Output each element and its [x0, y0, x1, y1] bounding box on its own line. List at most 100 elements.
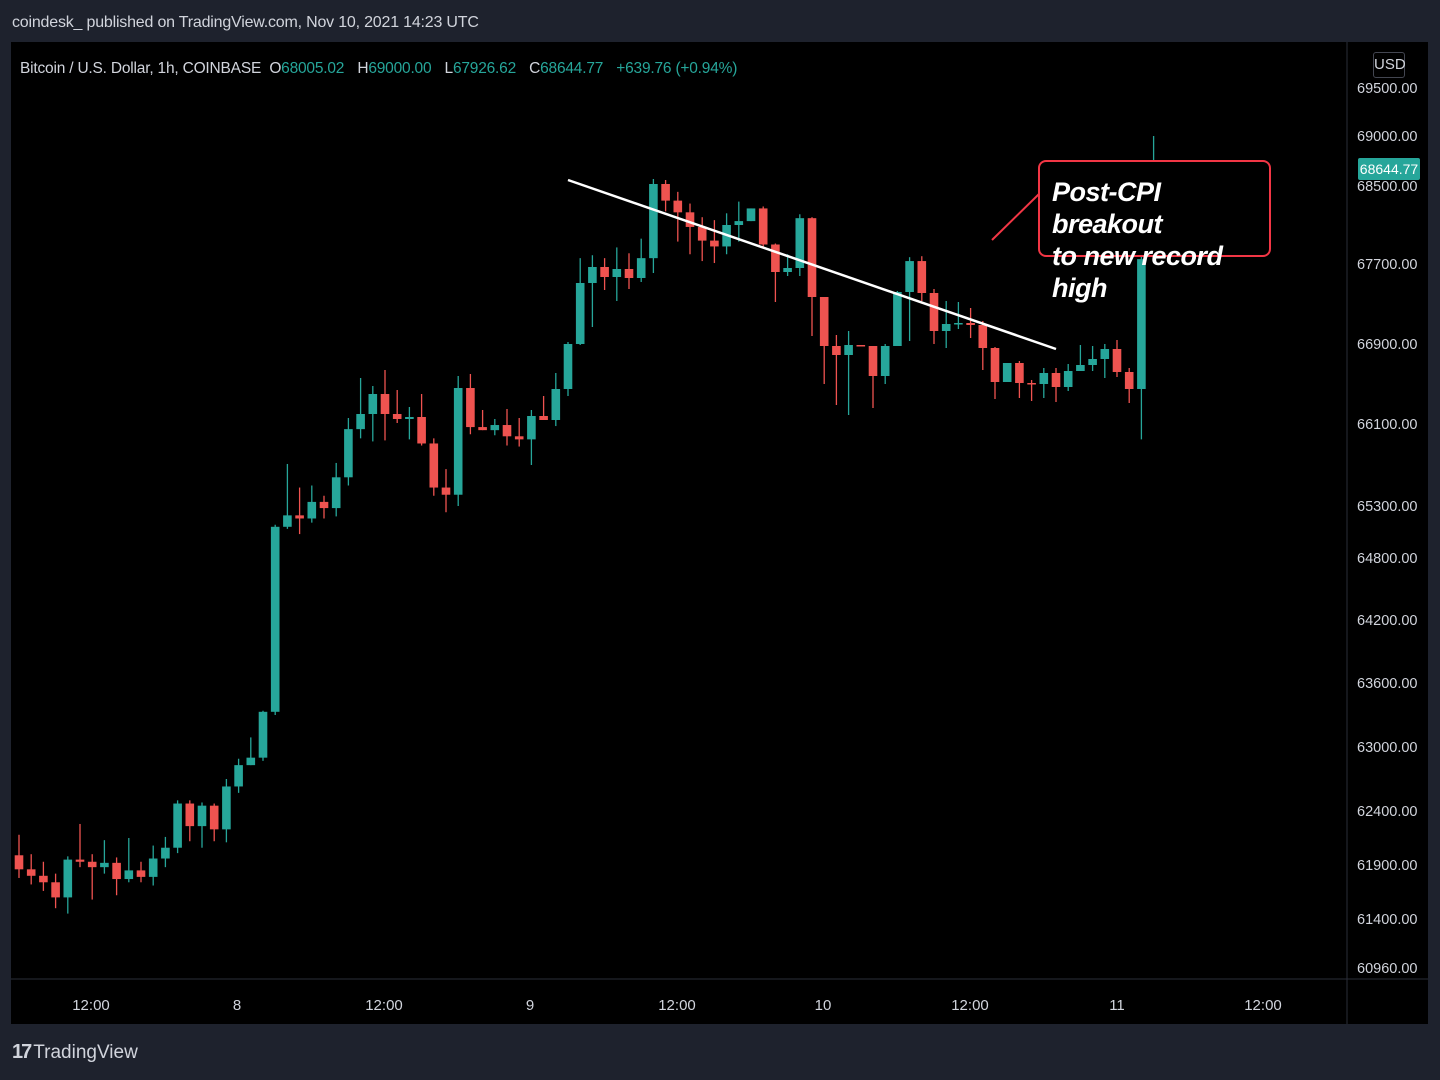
tradingview-brand[interactable]: 17 TradingView — [12, 1041, 138, 1064]
candle-body[interactable] — [563, 344, 573, 389]
candle-body[interactable] — [161, 847, 170, 859]
candle-body[interactable] — [917, 261, 927, 293]
chart-pane[interactable]: 69500.00 69000.00 68500.00 67700.00 66900.00… — [11, 42, 1428, 1024]
candle-body[interactable] — [1137, 259, 1146, 389]
candle-body[interactable] — [795, 218, 805, 268]
candle-body[interactable] — [148, 858, 158, 877]
candle-body[interactable] — [39, 875, 48, 883]
candle-body[interactable] — [234, 765, 243, 787]
candle-body[interactable] — [1002, 363, 1012, 382]
candle-body[interactable] — [26, 869, 36, 876]
candle-body[interactable] — [551, 389, 561, 420]
candle-body[interactable] — [197, 805, 207, 827]
candle-body[interactable] — [87, 861, 97, 868]
candle-body[interactable] — [75, 859, 85, 862]
time-axis[interactable]: 12:00 8 12:00 9 12:00 10 12:00 11 12:00 — [72, 997, 1282, 1014]
annotation-callout[interactable]: Post-CPI breakout to new record high — [1038, 160, 1271, 303]
candle-body[interactable] — [539, 416, 548, 420]
currency-button[interactable]: USD — [1373, 52, 1406, 78]
candle-body[interactable] — [819, 297, 829, 346]
candle-body[interactable] — [478, 427, 487, 431]
candle-body[interactable] — [783, 268, 792, 272]
candle-body[interactable] — [258, 711, 268, 758]
candle-body[interactable] — [588, 267, 597, 283]
candle-body[interactable] — [746, 208, 756, 222]
symbol-label[interactable]: Bitcoin / U.S. Dollar, 1h, COINBASE — [20, 60, 262, 77]
candle-body[interactable] — [1112, 349, 1122, 372]
candle-body[interactable] — [612, 269, 622, 277]
candle-body[interactable] — [1100, 349, 1110, 359]
candle-body[interactable] — [319, 501, 329, 509]
candle-body[interactable] — [1124, 372, 1134, 389]
candle-body[interactable] — [600, 267, 609, 277]
candle-body[interactable] — [380, 394, 390, 414]
candle-body[interactable] — [51, 882, 60, 898]
candle-body[interactable] — [624, 269, 634, 278]
candle-body[interactable] — [978, 325, 988, 348]
candle-body[interactable] — [185, 803, 195, 827]
candle-body[interactable] — [295, 515, 304, 519]
candle-body[interactable] — [1088, 359, 1097, 365]
candle-body[interactable] — [734, 221, 744, 225]
candle-body[interactable] — [636, 258, 646, 278]
candle-body[interactable] — [246, 757, 256, 766]
candle-body[interactable] — [466, 388, 475, 428]
candle-body[interactable] — [441, 487, 451, 495]
candle-body[interactable] — [1027, 383, 1036, 385]
candle-body[interactable] — [771, 244, 780, 273]
candle-body[interactable] — [758, 208, 768, 245]
candle-body[interactable] — [490, 425, 500, 431]
candle-body[interactable] — [368, 394, 378, 414]
candle-body[interactable] — [100, 862, 109, 868]
candle-body[interactable] — [136, 870, 146, 877]
candle-body[interactable] — [514, 436, 524, 440]
candle-body[interactable] — [405, 417, 414, 419]
candle-body[interactable] — [14, 855, 24, 870]
candle-body[interactable] — [685, 212, 695, 227]
candle-body[interactable] — [453, 388, 463, 495]
candle-body[interactable] — [417, 417, 426, 444]
candle-body[interactable] — [649, 184, 658, 259]
candle-body[interactable] — [966, 323, 975, 325]
candle-body[interactable] — [392, 414, 402, 419]
candle-body[interactable] — [661, 184, 670, 201]
candle-body[interactable] — [710, 240, 719, 247]
candle-body[interactable] — [331, 477, 341, 509]
candle-body[interactable] — [893, 292, 902, 346]
candle-body[interactable] — [856, 345, 866, 347]
price-axis[interactable]: 69500.00 69000.00 68500.00 67700.00 66900.00… — [1357, 81, 1417, 977]
candle-body[interactable] — [832, 346, 841, 355]
candle-body[interactable] — [270, 526, 280, 712]
candle-body[interactable] — [673, 200, 683, 213]
candle-body[interactable] — [1015, 363, 1024, 383]
candle-body[interactable] — [880, 346, 890, 376]
candle-body[interactable] — [502, 425, 512, 437]
candle-body[interactable] — [173, 803, 182, 848]
candle-body[interactable] — [929, 293, 939, 331]
candle-body[interactable] — [527, 416, 536, 440]
candle-body[interactable] — [807, 218, 817, 297]
candle-body[interactable] — [307, 501, 317, 519]
candle-body[interactable] — [124, 870, 134, 880]
candle-body[interactable] — [1051, 373, 1061, 387]
candle-body[interactable] — [1039, 373, 1049, 384]
candle-body[interactable] — [990, 348, 1000, 382]
candlestick-chart[interactable]: 69500.00 69000.00 68500.00 67700.00 66900.00… — [11, 42, 1428, 1024]
candle-body[interactable] — [941, 324, 951, 331]
candle-body[interactable] — [905, 261, 914, 292]
candle-body[interactable] — [222, 786, 231, 830]
trendline[interactable] — [567, 178, 1057, 351]
candle-body[interactable] — [344, 429, 353, 478]
candle-body[interactable] — [1063, 371, 1073, 387]
candle-body[interactable] — [954, 323, 963, 325]
candle-body[interactable] — [356, 414, 365, 430]
candle-body[interactable] — [868, 346, 878, 376]
candle-body[interactable] — [575, 283, 585, 344]
candle-body[interactable] — [697, 226, 707, 241]
candle-body[interactable] — [1076, 365, 1085, 371]
candle-body[interactable] — [63, 859, 73, 898]
candle-body[interactable] — [844, 345, 853, 355]
candle-body[interactable] — [283, 515, 292, 527]
candle-body[interactable] — [209, 805, 219, 830]
candle-body[interactable] — [112, 862, 121, 880]
